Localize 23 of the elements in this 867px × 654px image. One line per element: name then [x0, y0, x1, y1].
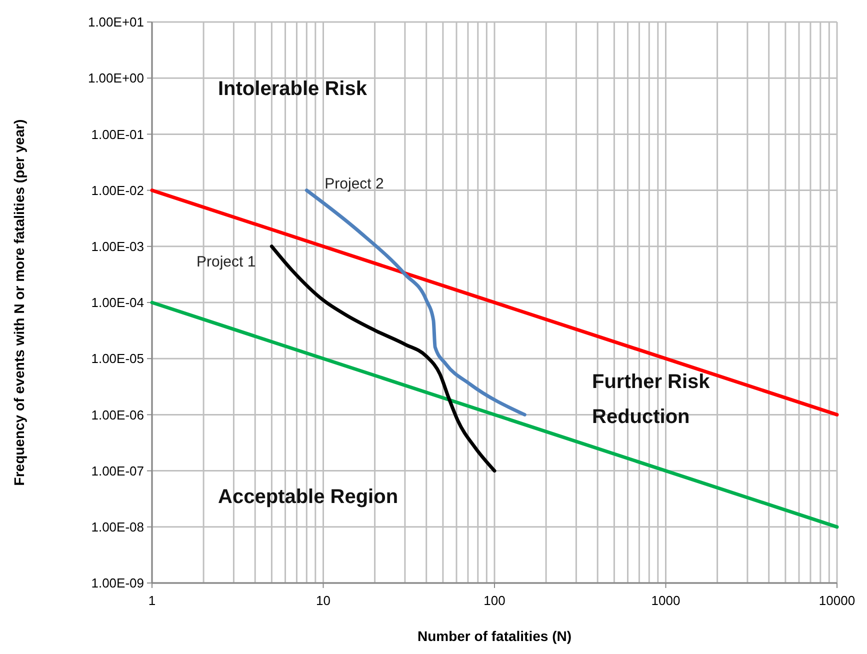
- x-axis-title: Number of fatalities (N): [417, 628, 572, 644]
- y-tick-label: 1.00E-01: [91, 126, 144, 142]
- y-tick-label: 1.00E-08: [91, 519, 144, 534]
- x-tick-label: 10: [316, 593, 330, 608]
- y-tick-label: 1.00E+01: [88, 14, 144, 30]
- y-tick-label: 1.00E-04: [91, 295, 144, 310]
- y-tick-label: 1.00E-09: [91, 576, 144, 591]
- annotation: Further Risk Reduction: [592, 371, 711, 428]
- y-tick-label: 1.00E-02: [91, 182, 144, 198]
- y-tick-label: 1.00E-07: [91, 463, 144, 478]
- y-axis-title: Frequency of events with N or more fatalities (per year): [11, 119, 27, 486]
- x-tick-label: 100: [484, 593, 506, 608]
- series-label: Project 2: [324, 175, 384, 192]
- y-tick-label: 1.00E+00: [88, 70, 144, 86]
- y-tick-label: 1.00E-06: [91, 407, 144, 422]
- x-tick-label: 1: [148, 593, 156, 608]
- y-tick-label: 1.00E-05: [91, 351, 144, 366]
- annotation: Acceptable Region: [218, 486, 398, 508]
- x-tick-label: 1000: [651, 593, 680, 608]
- x-tick-label: 10000: [818, 593, 856, 608]
- annotation: Intolerable Risk: [218, 78, 368, 100]
- series-label: Project 1: [196, 253, 256, 270]
- y-tick-label: 1.00E-03: [91, 238, 144, 254]
